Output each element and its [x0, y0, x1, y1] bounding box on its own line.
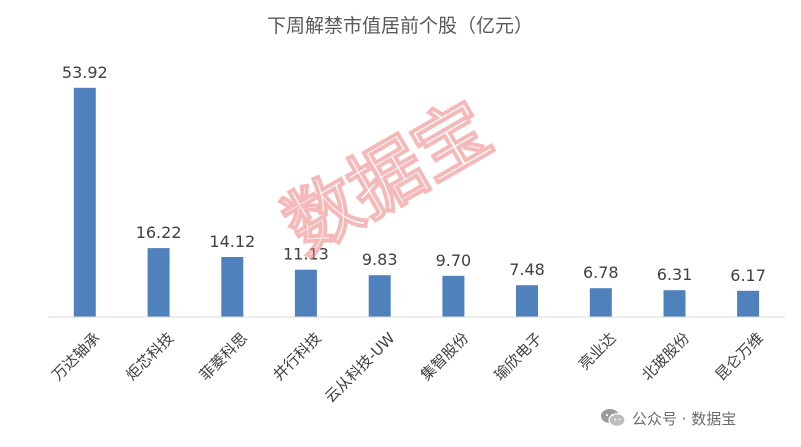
footer-attribution: 公众号 · 数据宝: [600, 404, 736, 432]
category-label-7: 瑜欣电子: [491, 329, 546, 384]
bar-9: [663, 290, 686, 317]
bar-6: [442, 275, 465, 317]
watermark: 数据宝: [269, 85, 506, 272]
bar-7: [516, 285, 538, 317]
value-label-2: 16.22: [136, 223, 182, 242]
value-label-3: 14.12: [209, 232, 255, 251]
category-label-1: 万达轴承: [48, 329, 103, 384]
bar-10: [737, 290, 760, 317]
value-label-10: 6.17: [730, 266, 766, 285]
category-label-6: 集智股份: [417, 329, 472, 384]
watermark-text: 数据宝: [270, 86, 505, 271]
category-label-2: 炬芯科技: [122, 329, 177, 384]
category-label-10: 昆仑万维: [712, 329, 767, 384]
value-label-4: 11.13: [283, 245, 329, 264]
value-labels-layer: 53.92 16.22 14.12 11.13 9.83 9.70 7.48 6.78 6.31…: [62, 63, 766, 285]
bar-1: [73, 87, 96, 317]
wechat-icon: [601, 409, 626, 427]
value-label-5: 9.83: [362, 250, 398, 269]
category-label-4: 井行科技: [269, 329, 324, 384]
value-label-6: 9.70: [436, 251, 472, 270]
bar-8: [589, 288, 612, 317]
bars-layer: [73, 87, 760, 317]
footer-text: 公众号 · 数据宝: [632, 409, 737, 428]
value-label-7: 7.48: [509, 260, 545, 279]
chart-title: 下周解禁市值居前个股（亿元）: [267, 15, 533, 37]
category-label-5: 云从科技-UW: [321, 329, 398, 406]
category-label-8: 亮业达: [575, 329, 620, 374]
value-label-9: 6.31: [657, 265, 693, 284]
category-label-3: 菲菱科思: [196, 329, 251, 384]
value-label-1: 53.92: [62, 63, 108, 82]
bar-2: [147, 248, 170, 317]
bar-4: [294, 269, 317, 317]
value-label-8: 6.78: [583, 263, 619, 282]
bar-5: [368, 275, 391, 317]
bar-3: [221, 257, 244, 317]
category-label-9: 北玻股份: [638, 329, 693, 384]
